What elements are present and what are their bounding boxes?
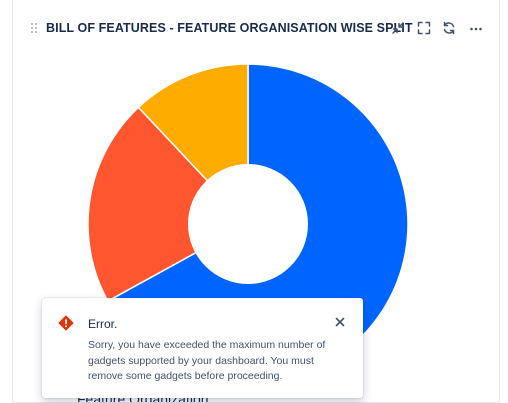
donut-hole xyxy=(188,164,308,284)
close-icon[interactable] xyxy=(333,315,347,329)
minimize-icon[interactable] xyxy=(390,20,406,36)
donut-slice-2[interactable] xyxy=(87,106,250,303)
refresh-icon[interactable] xyxy=(441,20,457,36)
drag-handle-icon[interactable] xyxy=(31,23,39,35)
toast-message: Sorry, you have exceeded the maximum num… xyxy=(88,339,326,382)
error-icon xyxy=(58,315,74,331)
more-icon[interactable] xyxy=(468,20,484,36)
toast-title: Error. xyxy=(88,317,118,331)
gadget-header: BILL OF FEATURES - FEATURE ORGANISATION … xyxy=(13,14,499,44)
fullscreen-icon[interactable] xyxy=(416,20,432,36)
error-toast: Error. Sorry, you have exceeded the maxi… xyxy=(42,298,363,398)
gadget-title: BILL OF FEATURES - FEATURE ORGANISATION … xyxy=(46,21,413,35)
